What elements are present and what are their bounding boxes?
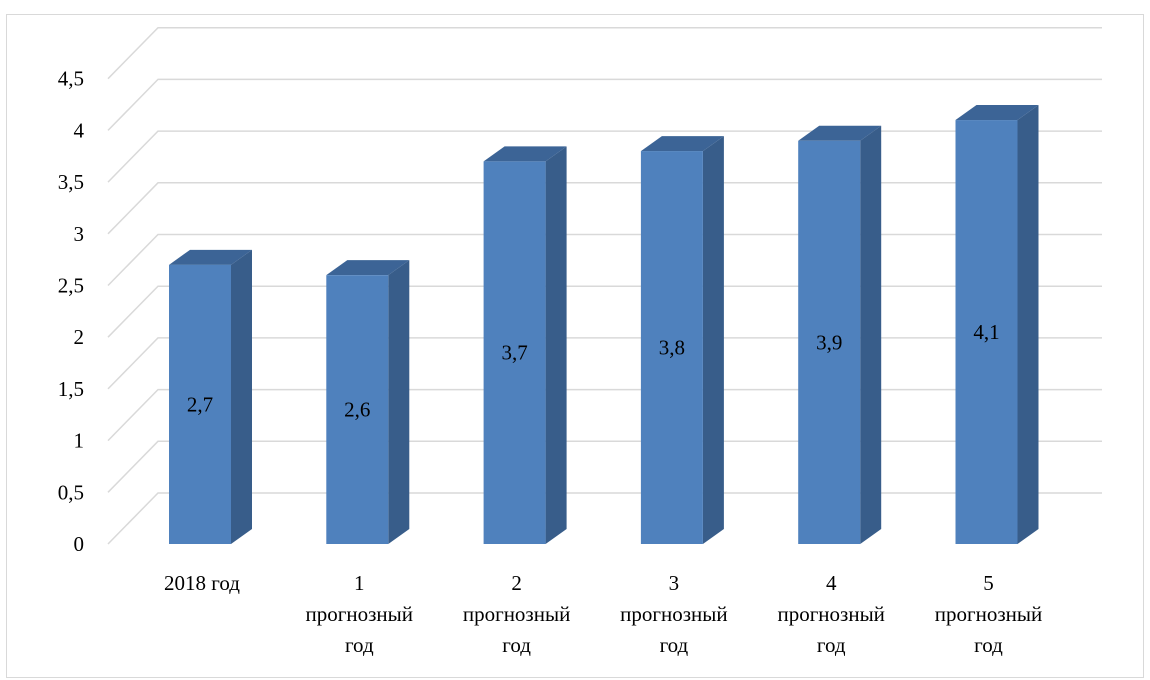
data-labels: 2,7 2,6 3,7 3,8 3,9 4,1 (187, 320, 1000, 422)
x-category-label: 1 прогнозный год (306, 571, 413, 657)
y-tick-label: 2 (74, 325, 85, 349)
data-label: 2,6 (344, 398, 370, 422)
x-category-label: 2018 год (164, 571, 240, 595)
y-tick-label: 4 (74, 118, 85, 142)
bar (326, 260, 410, 544)
data-label: 3,8 (659, 336, 685, 360)
bar-front (169, 264, 231, 544)
gridline (107, 492, 1102, 545)
bar-top (640, 136, 724, 152)
data-label: 3,7 (501, 341, 527, 365)
bar-top (169, 249, 252, 265)
bar-side (545, 146, 567, 545)
x-category-label: 2 прогнозный год (463, 571, 570, 657)
bar-top (483, 146, 567, 162)
data-label: 2,7 (187, 392, 213, 416)
bar (798, 125, 882, 545)
x-category-label: 3 прогнозный год (620, 571, 727, 657)
bar-side (231, 249, 252, 544)
gridline (107, 26, 1102, 80)
bar (955, 105, 1039, 544)
bar-side (702, 136, 724, 544)
y-tick-label: 1,5 (58, 377, 84, 401)
gridline (107, 337, 1102, 390)
y-tick-label: 1 (74, 429, 85, 453)
bar (640, 136, 724, 544)
gridlines (107, 26, 1102, 545)
bar-side (1017, 105, 1039, 544)
bar (169, 249, 252, 544)
y-tick-label: 4,5 (58, 67, 84, 91)
gridline (107, 130, 1102, 183)
y-tick-label: 0 (74, 532, 85, 556)
gridline (107, 388, 1102, 442)
bar-side (388, 260, 410, 544)
bar-top (326, 260, 410, 276)
y-tick-label: 3 (74, 222, 85, 246)
y-tick-label: 0,5 (58, 480, 84, 504)
x-axis-categories: 2018 год 1 прогнозный год 2 прогнозный год 3 про… (164, 571, 1042, 657)
bar-front (483, 161, 546, 545)
gridline (107, 285, 1102, 338)
gridline (107, 233, 1102, 287)
x-category-label: 4 прогнозный год (777, 571, 884, 657)
x-category-label: 5 прогнозный год (935, 571, 1042, 657)
gridline (107, 78, 1102, 131)
gridline (107, 440, 1102, 493)
bar-front (326, 275, 389, 544)
y-tick-label: 2,5 (58, 274, 84, 298)
y-axis-ticks: 0 0,5 1 1,5 2 2,5 3 3,5 4 4,5 (58, 67, 85, 556)
bar-top (955, 105, 1039, 121)
data-label: 3,9 (816, 330, 842, 354)
bar-top (798, 125, 882, 141)
data-label: 4,1 (973, 320, 999, 344)
bar-front (640, 151, 703, 544)
gridline (107, 182, 1102, 235)
bar-front (955, 120, 1018, 544)
y-tick-label: 3,5 (58, 170, 84, 194)
bars (169, 105, 1039, 545)
bar-front (798, 140, 861, 545)
bar-side (860, 125, 882, 545)
bar (483, 146, 567, 545)
